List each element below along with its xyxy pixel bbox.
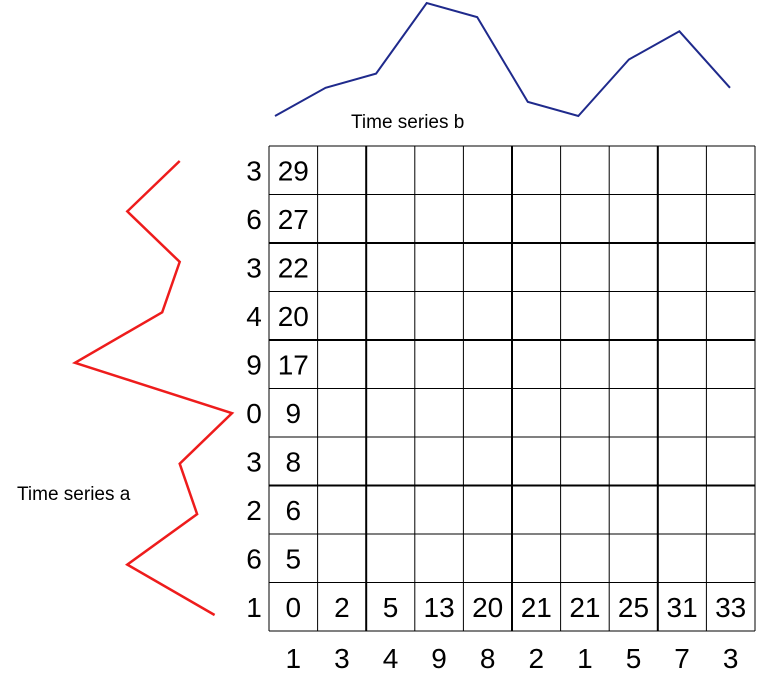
- cell-value: 29: [278, 155, 309, 186]
- cell-value: 20: [278, 301, 309, 332]
- col-label-b: 7: [674, 643, 690, 674]
- col-label-b: 4: [383, 643, 399, 674]
- cell-value: 2: [334, 592, 350, 623]
- cell-value: 21: [521, 592, 552, 623]
- row-label-a: 0: [246, 398, 262, 429]
- cell-value: 31: [667, 592, 698, 623]
- cell-value: 5: [286, 543, 302, 574]
- col-label-b: 1: [286, 643, 302, 674]
- cell-value: 33: [715, 592, 746, 623]
- cell-value: 6: [286, 495, 302, 526]
- cell-value: 27: [278, 204, 309, 235]
- cell-value: 13: [424, 592, 455, 623]
- row-label-a: 3: [246, 155, 262, 186]
- cell-value: 8: [286, 446, 302, 477]
- col-label-b: 1: [577, 643, 593, 674]
- col-label-b: 5: [626, 643, 642, 674]
- col-label-b: 3: [334, 643, 350, 674]
- cell-value: 25: [618, 592, 649, 623]
- cell-value: 17: [278, 349, 309, 380]
- row-label-a: 9: [246, 349, 262, 380]
- cell-value: 0: [286, 592, 302, 623]
- cell-value: 9: [286, 398, 302, 429]
- cell-value: 21: [569, 592, 600, 623]
- col-label-b: 3: [723, 643, 739, 674]
- row-label-a: 2: [246, 495, 262, 526]
- cell-value: 5: [383, 592, 399, 623]
- time-series-b-line: [274, 1, 731, 118]
- row-label-a: 4: [246, 301, 262, 332]
- cell-value: 22: [278, 252, 309, 283]
- grid-lines: [268, 145, 756, 632]
- time-series-a-line: [71, 160, 235, 617]
- col-label-b: 9: [431, 643, 447, 674]
- row-label-a: 3: [246, 446, 262, 477]
- row-label-a: 6: [246, 204, 262, 235]
- time-series-a-label: Time series a: [17, 484, 131, 505]
- col-label-b: 2: [529, 643, 545, 674]
- cell-value: 20: [472, 592, 503, 623]
- row-label-a: 3: [246, 252, 262, 283]
- time-series-b-label: Time series b: [351, 112, 465, 133]
- row-label-a: 6: [246, 543, 262, 574]
- row-label-a: 1: [246, 592, 262, 623]
- col-label-b: 8: [480, 643, 496, 674]
